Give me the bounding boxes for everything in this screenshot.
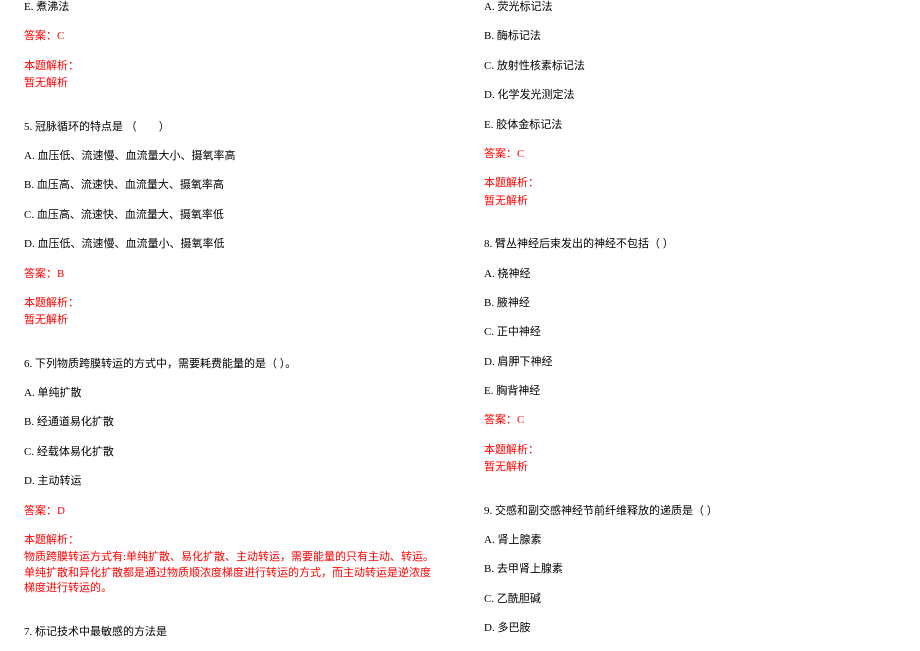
q5-option-d: D. 血压低、流速慢、血流量小、摄氧率低 <box>24 237 436 252</box>
q7-option-a: A. 荧光标记法 <box>484 0 896 15</box>
q8-option-c: C. 正中神经 <box>484 325 896 340</box>
q4-option-e: E. 煮沸法 <box>24 0 436 15</box>
q7-answer: 答案：C <box>484 147 896 162</box>
q6-option-b: B. 经通道易化扩散 <box>24 415 436 430</box>
q5-stem: 5. 冠脉循环的特点是 （ ） <box>24 120 436 135</box>
q8-option-a: A. 桡神经 <box>484 267 896 282</box>
q8-analysis-body: 暂无解析 <box>484 460 896 475</box>
q4-analysis-body: 暂无解析 <box>24 76 436 91</box>
q5-option-b: B. 血压高、流速快、血流量大、摄氧率高 <box>24 178 436 193</box>
q8-option-e: E. 胸背神经 <box>484 384 896 399</box>
q4-analysis-label: 本题解析： <box>24 59 436 74</box>
q8-stem: 8. 臂丛神经后束发出的神经不包括（ ） <box>484 237 896 252</box>
q9-option-a: A. 肾上腺素 <box>484 533 896 548</box>
q7-option-d: D. 化学发光测定法 <box>484 88 896 103</box>
q6-answer: 答案：D <box>24 504 436 519</box>
q5-answer: 答案：B <box>24 267 436 282</box>
q6-stem: 6. 下列物质跨膜转运的方式中，需要耗费能量的是（ ）。 <box>24 357 436 372</box>
q8-analysis-label: 本题解析： <box>484 443 896 458</box>
q7-analysis-body: 暂无解析 <box>484 194 896 209</box>
q5-analysis-label: 本题解析： <box>24 296 436 311</box>
q7-option-b: B. 酶标记法 <box>484 29 896 44</box>
q6-option-d: D. 主动转运 <box>24 474 436 489</box>
q8-option-b: B. 腋神经 <box>484 296 896 311</box>
q9-stem: 9. 交感和副交感神经节前纤维释放的递质是（ ） <box>484 504 896 519</box>
q7-analysis-label: 本题解析： <box>484 176 896 191</box>
q4-answer: 答案：C <box>24 29 436 44</box>
q9-option-d: D. 多巴胺 <box>484 621 896 636</box>
q5-option-a: A. 血压低、流速慢、血流量大小、摄氧率高 <box>24 149 436 164</box>
q6-analysis-body: 物质跨膜转运方式有:单纯扩散、易化扩散、主动转运，需要能量的只有主动、转运。单纯… <box>24 550 436 596</box>
q5-option-c: C. 血压高、流速快、血流量大、摄氧率低 <box>24 208 436 223</box>
q8-option-d: D. 肩胛下神经 <box>484 355 896 370</box>
q9-option-c: C. 乙酰胆碱 <box>484 592 896 607</box>
q6-analysis-label: 本题解析： <box>24 533 436 548</box>
q9-option-b: B. 去甲肾上腺素 <box>484 562 896 577</box>
q6-option-a: A. 单纯扩散 <box>24 386 436 401</box>
q6-option-c: C. 经载体易化扩散 <box>24 445 436 460</box>
q8-answer: 答案：C <box>484 413 896 428</box>
q7-stem: 7. 标记技术中最敏感的方法是 <box>24 625 436 640</box>
q7-option-c: C. 放射性核素标记法 <box>484 59 896 74</box>
q5-analysis-body: 暂无解析 <box>24 313 436 328</box>
q7-option-e: E. 胶体金标记法 <box>484 118 896 133</box>
